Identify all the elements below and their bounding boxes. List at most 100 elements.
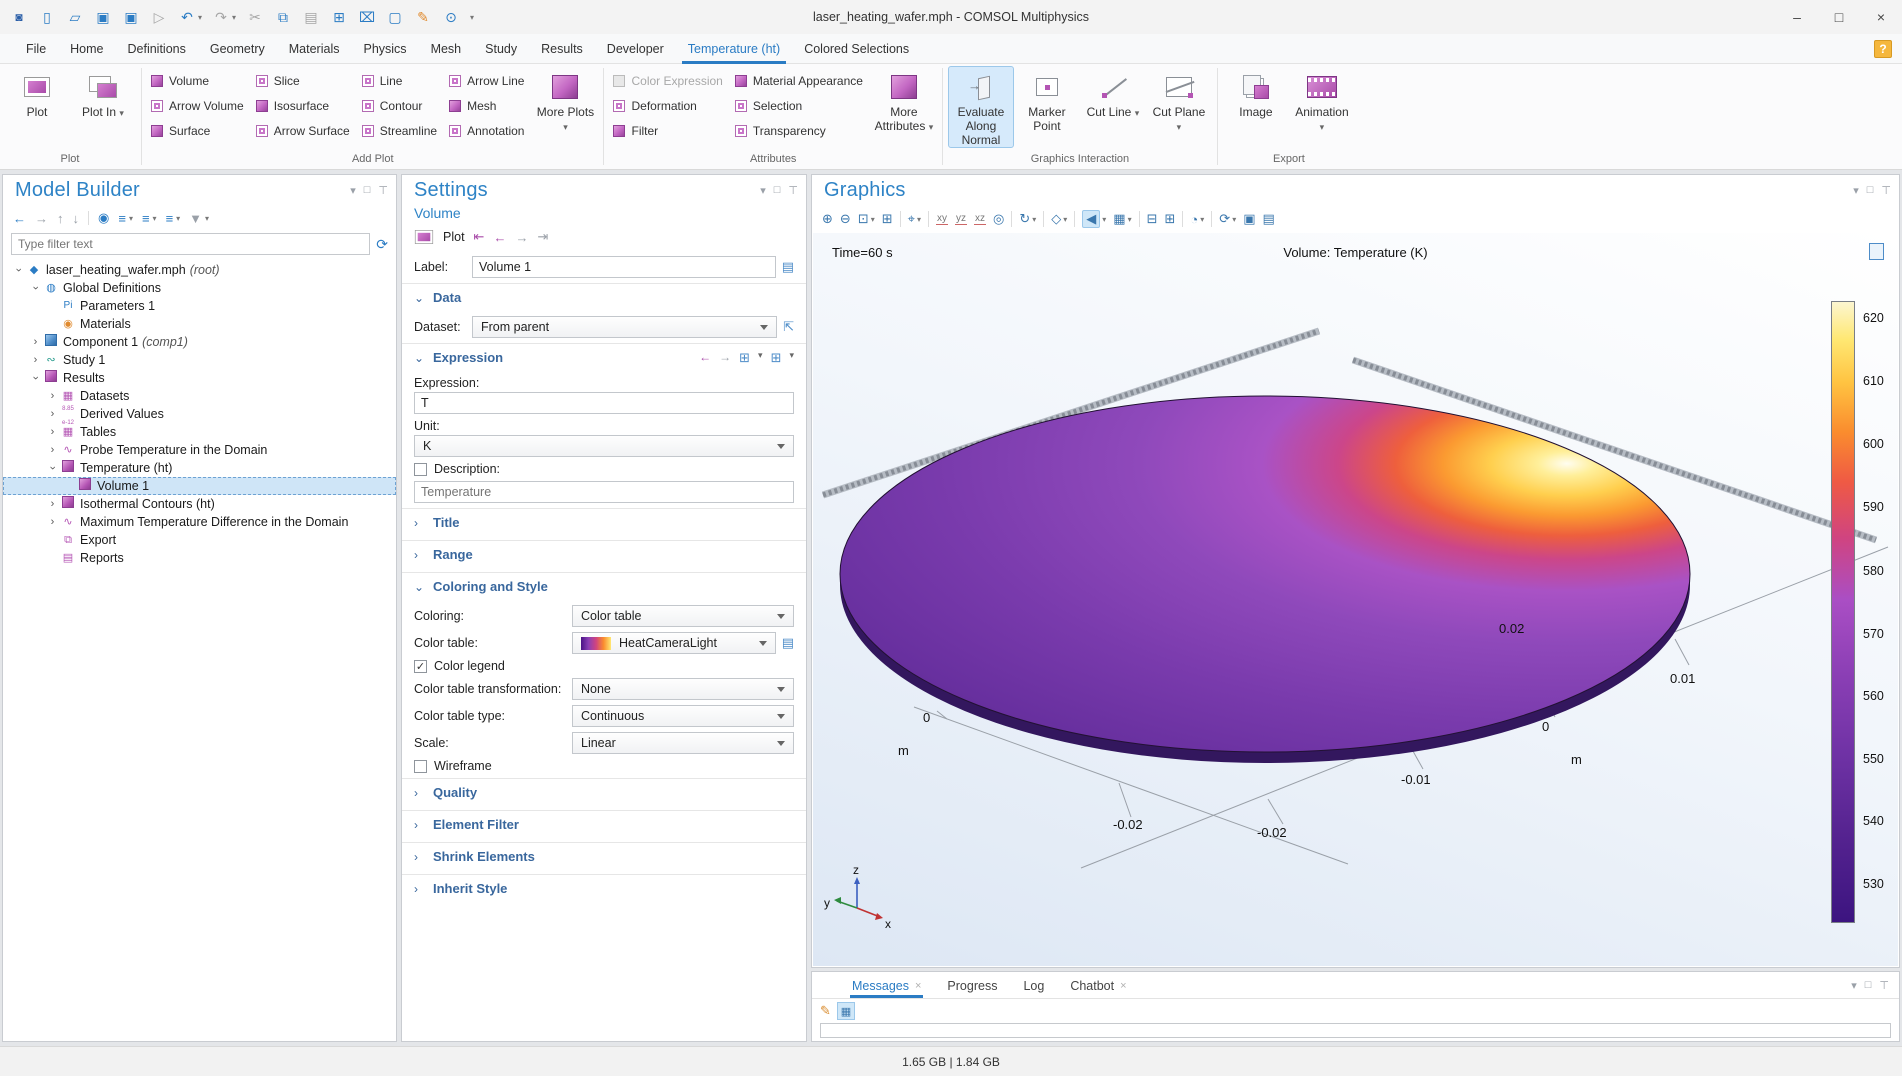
zoom-in-icon[interactable]: ⊕ (822, 211, 833, 227)
tree-item-component-1[interactable]: › Component 1(comp1) (3, 333, 396, 351)
tree-item-max-temperature-difference[interactable]: › ∿ Maximum Temperature Difference in th… (3, 513, 396, 531)
prev-expression-icon[interactable]: ← (699, 350, 711, 366)
go-to-xy-view-icon[interactable]: xy (936, 213, 948, 225)
section-inherit-style[interactable]: › Inherit Style (402, 874, 806, 902)
expand-all-icon[interactable]: ≡ (142, 211, 150, 226)
deformation-button[interactable]: Deformation (609, 93, 730, 118)
tab-chatbot[interactable]: Chatbot× (1070, 979, 1126, 998)
go-to-xz-view-icon[interactable]: xz (974, 213, 986, 225)
tree-item-tables[interactable]: › ▦ Tables (3, 423, 396, 441)
insert-expression-icon[interactable]: ⊞ (739, 350, 750, 366)
evaluate-along-normal-button[interactable]: Evaluate Along Normal (948, 66, 1014, 148)
copy-icon[interactable]: ⧉ (274, 9, 292, 26)
expander-icon[interactable]: › (30, 281, 42, 296)
expander-icon[interactable]: › (28, 336, 43, 348)
previous-plot-icon[interactable]: ← (493, 230, 506, 245)
isosurface-button[interactable]: Isosurface (252, 93, 358, 118)
rename-icon[interactable]: ▤ (782, 259, 794, 275)
color-table-settings-icon[interactable]: ▤ (782, 635, 794, 651)
surface-button[interactable]: Surface (147, 118, 252, 143)
arrow-line-button[interactable]: Arrow Line (445, 68, 532, 93)
more-plots-button[interactable]: More Plots ▾ (532, 66, 598, 142)
volume-button[interactable]: Volume (147, 68, 252, 93)
view-icon[interactable]: ◎ (993, 211, 1004, 227)
tab-physics[interactable]: Physics (351, 34, 418, 64)
save-icon[interactable]: ▣ (94, 9, 112, 26)
tree-item-volume-1[interactable]: Volume 1 (3, 477, 396, 495)
section-quality[interactable]: › Quality (402, 778, 806, 806)
streamline-button[interactable]: Streamline (358, 118, 445, 143)
section-title[interactable]: › Title (402, 508, 806, 536)
message-filter-icon[interactable]: ▦ (837, 1002, 855, 1020)
cut-plane-button[interactable]: Cut Plane ▾ (1146, 66, 1212, 142)
replace-expression-icon[interactable]: ⊞ (771, 350, 782, 366)
expression-input[interactable] (414, 392, 794, 414)
save-as-icon[interactable]: ▣ (122, 9, 140, 26)
plot-canvas[interactable]: Time=60 s Volume: Temperature (K) (813, 233, 1898, 966)
close-button[interactable]: × (1860, 0, 1902, 34)
coloring-dropdown[interactable]: Color table (572, 605, 794, 627)
pin-icon[interactable]: ⊤ (378, 184, 388, 197)
color-table-dropdown[interactable]: HeatCameraLight (572, 632, 776, 654)
tree-item-isothermal-contours[interactable]: › Isothermal Contours (ht) (3, 495, 396, 513)
first-plot-icon[interactable]: ⇤ (474, 229, 485, 245)
tab-developer[interactable]: Developer (595, 34, 676, 64)
tab-definitions[interactable]: Definitions (116, 34, 198, 64)
cut-line-button[interactable]: Cut Line ▾ (1080, 66, 1146, 142)
expander-icon[interactable]: › (45, 390, 60, 402)
pin-icon[interactable]: ⊤ (1881, 184, 1891, 197)
expander-icon[interactable]: › (45, 408, 60, 420)
line-button[interactable]: Line (358, 68, 445, 93)
undo-icon[interactable]: ↶ (178, 9, 196, 26)
description-input[interactable] (414, 481, 794, 503)
first-person-icon[interactable]: ◔ (1190, 212, 1198, 227)
refresh-icon[interactable]: ⟳ (376, 236, 388, 253)
section-shrink-elements[interactable]: › Shrink Elements (402, 842, 806, 870)
tree-item-global-definitions[interactable]: › ◍ Global Definitions (3, 279, 396, 297)
expander-icon[interactable]: › (45, 444, 60, 456)
tree-item-parameters-1[interactable]: Pi Parameters 1 (3, 297, 396, 315)
select-entities-icon[interactable]: ⊟ (1147, 211, 1158, 227)
help-icon[interactable]: ? (1874, 40, 1892, 58)
marker-point-button[interactable]: Marker Point (1014, 66, 1080, 142)
tree-item-materials[interactable]: ◉ Materials (3, 315, 396, 333)
pin-icon[interactable]: ⊤ (788, 184, 798, 197)
expander-icon[interactable]: › (28, 354, 43, 366)
tab-results[interactable]: Results (529, 34, 595, 64)
minimize-button[interactable]: – (1776, 0, 1818, 34)
tab-mesh[interactable]: Mesh (419, 34, 474, 64)
toolbar-overflow-icon[interactable]: ▾ (470, 13, 474, 22)
tree-item-temperature-ht[interactable]: › Temperature (ht) (3, 459, 396, 477)
show-icon[interactable]: ◉ (98, 210, 109, 226)
color-table-transformation-dropdown[interactable]: None (572, 678, 794, 700)
unit-dropdown[interactable]: K (414, 435, 794, 457)
plot-button[interactable]: Plot (4, 66, 70, 142)
collapse-all-icon[interactable]: ≡ (118, 211, 126, 226)
maximize-button[interactable]: □ (1818, 0, 1860, 34)
selection-button[interactable]: Selection (731, 93, 871, 118)
animation-button[interactable]: Animation▾ (1289, 66, 1355, 142)
duplicate-icon[interactable]: ⊞ (330, 9, 348, 26)
plot-action-icon[interactable] (415, 230, 433, 244)
plot-action-label[interactable]: Plot (443, 230, 465, 244)
delete-icon[interactable]: ⌧ (358, 9, 376, 26)
slice-button[interactable]: Slice (252, 68, 358, 93)
scale-dropdown[interactable]: Linear (572, 732, 794, 754)
go-to-default-view-icon[interactable]: ⌖ (908, 211, 915, 227)
print-icon[interactable]: ▤ (1263, 211, 1275, 227)
float-icon[interactable]: □ (364, 184, 371, 197)
transparency-button[interactable]: Transparency (731, 118, 871, 143)
tab-log[interactable]: Log (1023, 979, 1044, 998)
color-legend-checkbox[interactable]: ✓ (414, 660, 427, 673)
description-checkbox[interactable] (414, 463, 427, 476)
messages-output[interactable] (820, 1023, 1891, 1038)
rotate-icon[interactable]: ↻ (1019, 211, 1030, 227)
tab-file[interactable]: File (14, 34, 58, 64)
panel-menu-icon[interactable]: ▾ (350, 184, 356, 197)
tree-item-root[interactable]: › ◆ laser_heating_wafer.mph(root) (3, 261, 396, 279)
tab-colored-selections[interactable]: Colored Selections (792, 34, 921, 64)
go-to-source-icon[interactable]: ⇱ (783, 319, 794, 335)
more-attributes-button[interactable]: More Attributes ▾ (871, 66, 937, 142)
open-icon[interactable]: ▱ (66, 9, 84, 26)
filter-button[interactable]: Filter (609, 118, 730, 143)
